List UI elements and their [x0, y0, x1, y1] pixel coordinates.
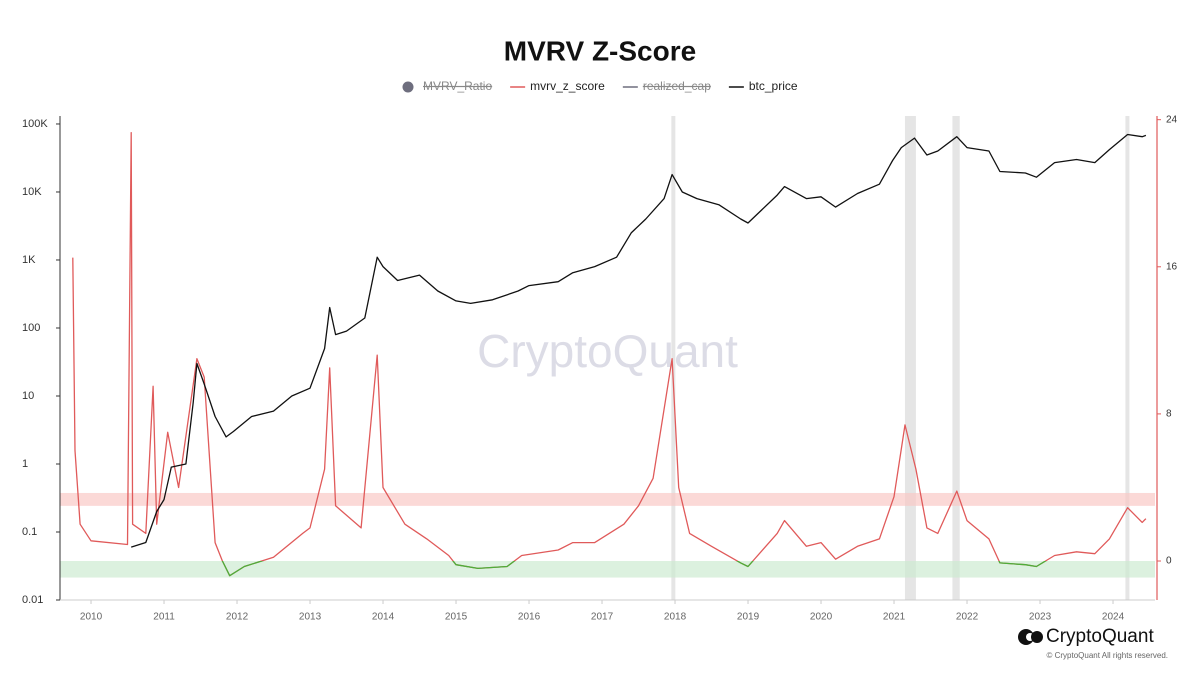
x-tick-label: 2016 — [518, 612, 541, 623]
x-tick-label: 2012 — [226, 612, 249, 623]
highlight-range — [952, 116, 960, 600]
series-line — [72, 131, 1147, 577]
y-tick-label: 0.01 — [22, 594, 43, 606]
x-tick-label: 2024 — [1102, 612, 1125, 623]
footer-logo — [1018, 629, 1043, 645]
highlight-range — [671, 116, 676, 600]
x-tick-label: 2011 — [153, 612, 175, 623]
legend-label: MVRV_Ratio — [423, 79, 492, 93]
legend-label: realized_cap — [643, 79, 711, 93]
y-tick-label: 100 — [22, 322, 40, 334]
chart-title: MVRV Z-Score — [504, 35, 696, 66]
x-tick-label: 2023 — [1029, 612, 1052, 623]
watermark: CryptoQuant — [477, 325, 738, 377]
footer-brand: CryptoQuant — [1046, 626, 1154, 647]
band — [60, 492, 1155, 506]
y2-tick-label: 8 — [1166, 409, 1172, 420]
x-tick-label: 2017 — [591, 612, 614, 623]
highlight-range — [1125, 116, 1130, 600]
x-tick-label: 2019 — [737, 612, 760, 623]
series-line — [131, 133, 1147, 548]
band — [60, 561, 1155, 578]
legend: MVRV_Ratio mvrv_z_score realized_cap btc_pr… — [402, 79, 798, 93]
x-tick-label: 2014 — [372, 612, 395, 623]
x-tick-label: 2021 — [883, 612, 906, 623]
x-tick-label: 2020 — [810, 612, 833, 623]
x-tick-label: 2013 — [299, 612, 322, 623]
x-tick-label: 2018 — [664, 612, 687, 623]
footer-copyright: © CryptoQuant All rights reserved. — [1047, 651, 1169, 660]
y-tick-label: 1 — [22, 458, 28, 470]
y-tick-label: 10K — [22, 186, 42, 198]
highlight-range — [904, 116, 916, 600]
y2-tick-label: 0 — [1166, 556, 1172, 567]
y-tick-label: 100K — [22, 118, 48, 130]
x-tick-label: 2010 — [80, 612, 103, 623]
y2-tick-label: 16 — [1166, 261, 1178, 272]
x-tick-label: 2022 — [956, 612, 979, 623]
legend-label: btc_price — [749, 79, 798, 93]
legend-marker — [402, 81, 414, 93]
y-tick-label: 10 — [22, 390, 34, 402]
y2-tick-label: 24 — [1166, 114, 1178, 125]
x-tick-label: 2015 — [445, 612, 468, 623]
legend-label: mvrv_z_score — [530, 79, 605, 93]
y-tick-label: 1K — [22, 254, 36, 266]
y-tick-label: 0.1 — [22, 526, 37, 538]
plot-area: CryptoQuant — [60, 116, 1155, 600]
